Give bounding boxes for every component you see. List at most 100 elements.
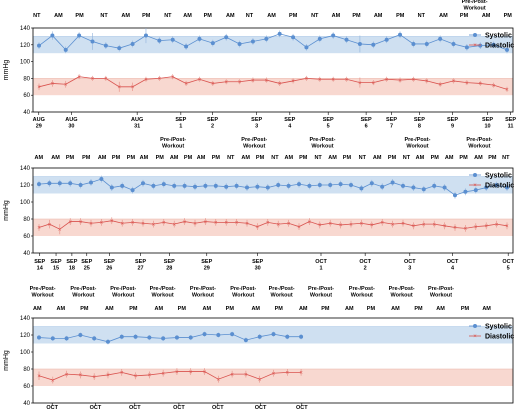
diastolic-point: × [474, 225, 478, 231]
date-label: SEP [164, 259, 175, 265]
date-label: OCT [296, 405, 308, 411]
time-of-day-label: AM [140, 155, 149, 161]
workout-annotation: Workout [243, 144, 265, 150]
y-tick-label: 60 [23, 384, 30, 390]
systolic-point [161, 182, 166, 187]
diastolic-point: × [265, 78, 269, 84]
y-tick-label: 100 [20, 200, 31, 206]
systolic-point [68, 181, 73, 186]
y-tick-label: 80 [23, 367, 30, 373]
time-of-day-label: AM [345, 306, 354, 312]
diastolic-point: × [425, 79, 429, 85]
legend-diastolic-marker: × [473, 183, 477, 189]
date-label: 3 [255, 124, 258, 130]
systolic-line [38, 333, 302, 343]
time-of-day-label: PM [431, 155, 440, 161]
date-label: 30 [255, 266, 261, 272]
diastolic-point: × [438, 82, 442, 88]
systolic-point [117, 46, 122, 51]
systolic-point [230, 332, 235, 337]
date-label: 5 [327, 124, 330, 130]
time-of-day-label: NT [227, 155, 235, 161]
diastolic-point: × [37, 85, 41, 91]
time-of-day-label: AM [51, 155, 60, 161]
y-axis-label: mmHg [3, 350, 10, 371]
diastolic-point: × [291, 79, 295, 85]
systolic-point [304, 45, 309, 50]
diastolic-point: × [401, 221, 405, 227]
systolic-point [130, 188, 135, 193]
diastolic-point: × [235, 221, 239, 227]
time-of-day-label: PM [82, 155, 91, 161]
systolic-point [243, 338, 248, 343]
diastolic-point: × [224, 80, 228, 86]
y-tick-label: 60 [23, 93, 30, 99]
systolic-point [182, 183, 187, 188]
systolic-point [133, 334, 138, 339]
systolic-point [317, 36, 322, 41]
date-label: 3 [408, 266, 411, 272]
systolic-point [424, 41, 429, 46]
date-label: SEP [252, 259, 263, 265]
systolic-point [250, 39, 255, 44]
diastolic-point: × [183, 220, 187, 226]
systolic-point [202, 332, 207, 337]
diastolic-line [38, 76, 508, 90]
legend-diastolic-label: Diastolic [485, 334, 514, 341]
date-label: SEP [175, 117, 186, 123]
diastolic-point: × [171, 75, 175, 81]
workout-annotation: Workout [31, 293, 53, 299]
systolic-normal-band [33, 176, 513, 194]
diastolic-point: × [120, 221, 124, 227]
diastolic-point: × [91, 77, 95, 83]
date-label: SEP [505, 117, 516, 123]
systolic-point [77, 33, 82, 38]
legend-systolic-label: Systolic [485, 173, 512, 180]
plot-frame [32, 317, 514, 404]
date-label: OCT [173, 405, 185, 411]
time-of-day-label: AM [33, 306, 42, 312]
diastolic-point: × [58, 227, 62, 233]
diastolic-point: × [318, 77, 322, 83]
diastolic-point: × [131, 221, 135, 227]
systolic-point [157, 38, 162, 43]
diastolic-point: × [256, 225, 260, 231]
time-of-day-label: PM [156, 155, 165, 161]
diastolic-point: × [148, 373, 152, 379]
date-label: SEP [34, 259, 45, 265]
time-of-day-label: PM [504, 13, 513, 19]
diastolic-point: × [110, 219, 114, 225]
date-label: OCT [359, 259, 371, 265]
systolic-point [473, 188, 478, 193]
systolic-point [255, 184, 260, 189]
time-of-day-label: AM [226, 13, 235, 19]
diastolic-point: × [492, 83, 496, 89]
systolic-point [328, 183, 333, 187]
diastolic-point: × [360, 221, 364, 227]
workout-annotation: Workout [406, 144, 428, 150]
systolic-point [197, 36, 202, 41]
diastolic-point: × [92, 375, 96, 381]
diastolic-point: × [372, 81, 376, 87]
time-of-day-label: PM [367, 306, 376, 312]
systolic-point [78, 333, 83, 337]
time-of-day-label: AM [285, 155, 294, 161]
systolic-point [411, 41, 416, 46]
diastolic-point: × [358, 81, 362, 87]
diastolic-point: × [141, 221, 145, 227]
diastolic-point: × [251, 78, 255, 84]
diastolic-point: × [370, 223, 374, 229]
systolic-point [50, 33, 55, 38]
plot-frame [32, 27, 514, 113]
diastolic-point: × [161, 371, 165, 377]
diastolic-point: × [276, 222, 280, 228]
time-of-day-label: AM [154, 306, 163, 312]
systolic-point [184, 44, 189, 49]
date-label: OCT [315, 259, 327, 265]
systolic-point [307, 183, 312, 188]
time-of-day-label: PM [178, 306, 187, 312]
date-label: 25 [84, 266, 90, 272]
date-label: OCT [404, 259, 416, 265]
time-of-day-label: PM [204, 13, 213, 19]
systolic-point [141, 181, 145, 186]
